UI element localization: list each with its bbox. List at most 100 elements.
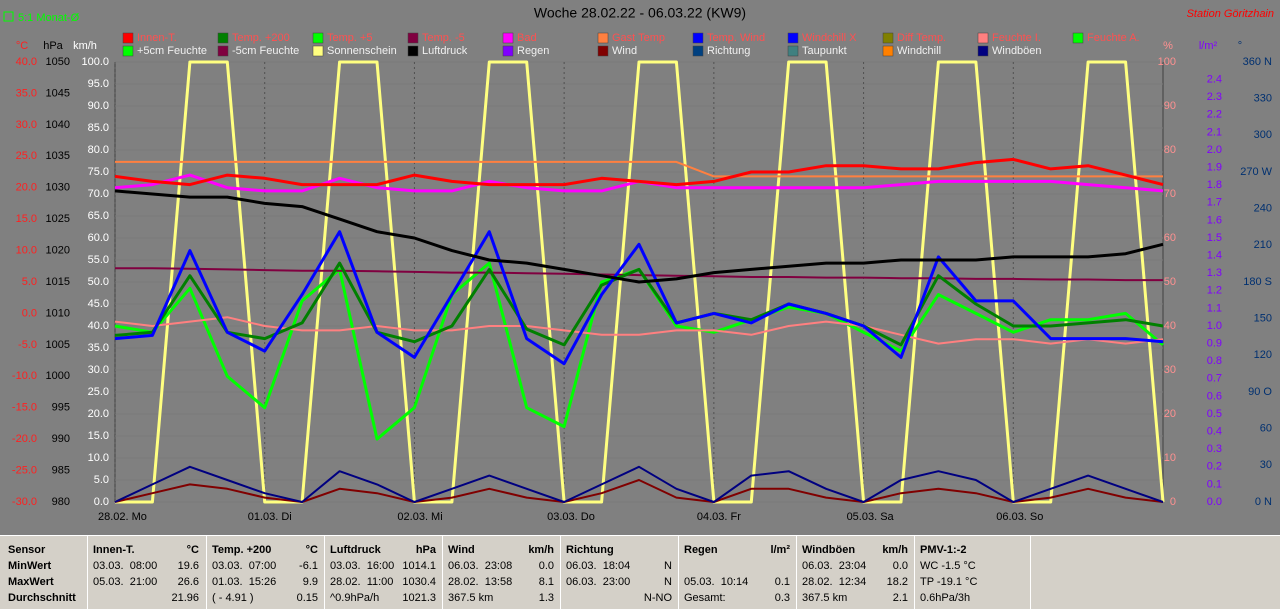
row-label: MaxWert — [8, 576, 54, 588]
y-tick-label: 50.0 — [88, 276, 109, 288]
legend-swatch — [692, 45, 704, 57]
y-tick-label: 330 — [1254, 93, 1272, 105]
y-tick-label: 70.0 — [88, 188, 109, 200]
cell: 28.02. 13:58 — [448, 576, 513, 588]
y-tick-label: 1050 — [46, 56, 70, 68]
y-tick-label: 5.0 — [94, 474, 109, 486]
series-line — [114, 157, 1164, 187]
cell-value: 21.96 — [171, 592, 199, 604]
cell: 0.6hPa/3h — [920, 592, 971, 604]
y-tick-label: 1045 — [46, 87, 70, 99]
y-tick-label: 40 — [1164, 320, 1176, 332]
axis-unit: ° — [1238, 40, 1242, 52]
y-tick-label: 10.0 — [88, 452, 109, 464]
y-tick-label: 120 — [1254, 349, 1272, 361]
y-tick-label: 30 — [1260, 459, 1272, 471]
y-tick-label: 15.0 — [16, 213, 37, 225]
col-unit: °C — [305, 544, 318, 556]
cell-value: N-NO — [643, 592, 672, 604]
cell: 06.03. 23:04 — [802, 560, 867, 572]
y-tick-label: 90.0 — [88, 100, 109, 112]
legend-label: Taupunkt — [802, 45, 847, 57]
cell: 367.5 km — [448, 592, 494, 604]
series-line — [114, 189, 1164, 284]
separator — [1030, 536, 1031, 609]
y-tick-label: -5.0 — [18, 339, 37, 351]
y-tick-label: 0 N — [1255, 496, 1272, 508]
col-unit: km/h — [882, 544, 908, 556]
y-tick-label: 1005 — [46, 339, 70, 351]
col-unit: hPa — [415, 544, 436, 556]
cell-value: 0.1 — [774, 576, 790, 588]
x-tick-label: 28.02. Mo — [98, 511, 147, 523]
legend-label: Sonnenschein — [327, 45, 397, 57]
y-tick-label: 1.1 — [1207, 302, 1222, 314]
y-tick-label: 5.0 — [22, 276, 37, 288]
y-tick-label: 1040 — [46, 119, 70, 131]
mode-box — [3, 11, 14, 22]
legend-label: Feuchte A. — [1087, 32, 1140, 44]
chart: 5:1 Monat-Ø Woche 28.02.22 - 06.03.22 (K… — [3, 4, 1274, 523]
legend-label: Regen — [517, 45, 549, 57]
y-tick-label: 80.0 — [88, 144, 109, 156]
cell-value: 2.1 — [892, 592, 908, 604]
y-tick-label: 0.0 — [22, 307, 37, 319]
series-line — [115, 160, 1163, 178]
col-unit: l/m² — [770, 544, 790, 556]
y-tick-label: 0.6 — [1207, 390, 1222, 402]
cell: 06.03. 18:04 — [566, 560, 631, 572]
x-tick-label: 03.03. Do — [547, 511, 595, 523]
col-title: Luftdruck — [330, 544, 381, 556]
y-tick-label: 0.3 — [1207, 443, 1222, 455]
legend-label: Windböen — [992, 45, 1042, 57]
stats-head: Sensor — [8, 544, 46, 556]
legend-swatch — [882, 45, 894, 57]
cell: 06.03. 23:00 — [566, 576, 631, 588]
y-tick-label: 20 — [1164, 408, 1176, 420]
x-tick-label: 01.03. Di — [248, 511, 292, 523]
y-tick-label: 20.0 — [88, 408, 109, 420]
cell: 28.02. 12:34 — [802, 576, 867, 588]
y-tick-label: 1.6 — [1207, 214, 1222, 226]
cell-value: N — [664, 576, 672, 588]
y-tick-label: 1.5 — [1207, 232, 1222, 244]
y-tick-label: 1025 — [46, 213, 70, 225]
legend-label: -5cm Feuchte — [232, 45, 299, 57]
y-tick-label: 0.4 — [1207, 426, 1222, 438]
axis-unit: km/h — [73, 40, 97, 52]
y-tick-label: 40.0 — [88, 320, 109, 332]
y-tick-label: 1.0 — [1207, 320, 1222, 332]
y-tick-label: 25.0 — [88, 386, 109, 398]
y-tick-label: 15.0 — [88, 430, 109, 442]
y-tick-label: 30.0 — [88, 364, 109, 376]
y-tick-label: 0.8 — [1207, 355, 1222, 367]
y-tick-label: 240 — [1254, 203, 1272, 215]
cell: 03.03. 07:00 — [212, 560, 277, 572]
col-title: Windböen — [802, 544, 856, 556]
col-title: Innen-T. — [93, 544, 135, 556]
y-tick-label: 50 — [1164, 276, 1176, 288]
y-tick-label: 60 — [1260, 423, 1272, 435]
cell-value: 0.0 — [538, 560, 554, 572]
col-title: Temp. +200 — [212, 544, 272, 556]
y-tick-label: 2.3 — [1207, 91, 1222, 103]
legend-swatch — [217, 45, 229, 57]
legend-swatch — [502, 32, 514, 44]
y-tick-label: 20.0 — [16, 182, 37, 194]
legend-swatch — [122, 45, 134, 57]
cell: 03.03. 16:00 — [330, 560, 395, 572]
y-tick-label: 0.0 — [94, 496, 109, 508]
y-tick-label: 2.0 — [1207, 144, 1222, 156]
y-tick-label: 0.1 — [1207, 478, 1222, 490]
legend-swatch — [122, 32, 134, 44]
x-tick-label: 06.03. So — [996, 511, 1043, 523]
separator — [324, 536, 325, 609]
cell-value: 26.6 — [177, 576, 199, 588]
legend-swatch — [977, 32, 989, 44]
cell-value: 1030.4 — [402, 576, 436, 588]
legend-label: Temp. +5 — [327, 32, 373, 44]
cell: 05.03. 21:00 — [93, 576, 158, 588]
separator — [560, 536, 561, 609]
axis-unit: hPa — [43, 40, 63, 52]
